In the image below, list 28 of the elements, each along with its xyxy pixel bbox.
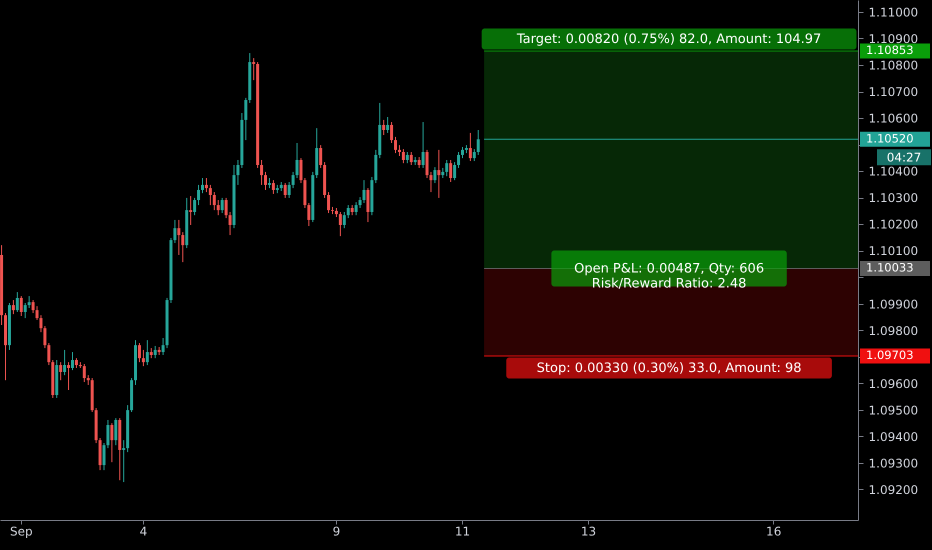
y-tick-label: 1.10800 — [868, 58, 918, 72]
y-tick-label: 1.10100 — [868, 244, 918, 258]
x-tick-label: Sep — [10, 524, 33, 538]
annotation: Open P&L: 0.00487, Qty: 606 Risk/Reward Ratio: 2.48 — [574, 261, 764, 292]
annotation: Target: 0.00820 (0.75%) 82.0, Amount: 104.97 — [516, 32, 822, 47]
y-tick-label: 1.09600 — [868, 376, 918, 391]
y-tick-label: 1.10200 — [868, 218, 918, 232]
ref-line-label: 1.10520 — [866, 131, 914, 146]
y-tick-label: 1.10600 — [868, 112, 918, 126]
x-tick-label: 4 — [140, 524, 148, 538]
x-tick-label: 16 — [766, 524, 782, 538]
y-tick-label: 1.09400 — [868, 430, 918, 444]
y-tick-label: 1.11000 — [868, 5, 918, 20]
y-tick-label: 1.09800 — [868, 324, 918, 338]
x-tick-label: 13 — [580, 524, 596, 538]
ref-line-label: 1.09703 — [866, 348, 914, 362]
y-tick-label: 1.10400 — [868, 164, 918, 179]
ref-line-label: 1.10033 — [866, 260, 914, 274]
text: 04:27 — [886, 150, 922, 164]
x-tick-label: 9 — [332, 524, 340, 538]
y-tick-label: 1.09500 — [868, 403, 918, 418]
y-tick-label: 1.09900 — [868, 297, 918, 312]
x-tick-label: 11 — [454, 524, 470, 538]
annotation: Stop: 0.00330 (0.30%) 33.0, Amount: 98 — [536, 361, 802, 376]
y-tick-label: 1.09300 — [868, 456, 918, 470]
y-tick-label: 1.10700 — [868, 85, 918, 100]
y-tick-label: 1.09200 — [868, 482, 918, 497]
y-tick-label: 1.10300 — [868, 191, 918, 206]
